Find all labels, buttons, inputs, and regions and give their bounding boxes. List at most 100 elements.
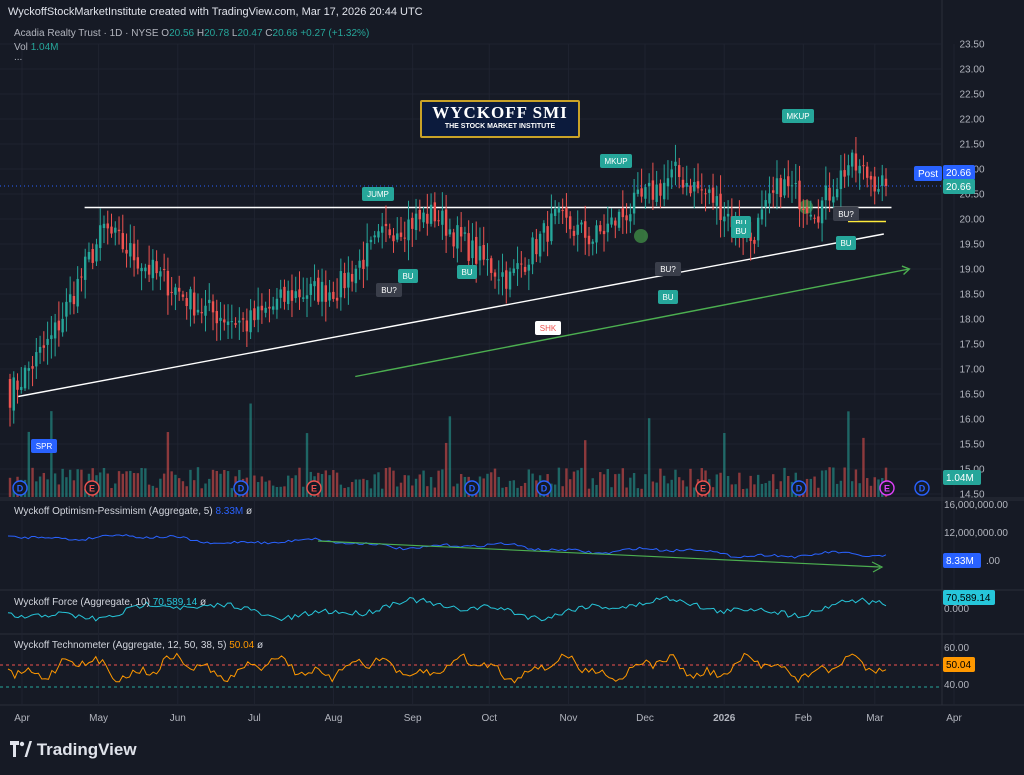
candle-body xyxy=(617,211,621,228)
volume-legend[interactable]: Vol 1.04M xyxy=(14,42,58,53)
candle-body xyxy=(42,345,46,348)
candle-body xyxy=(866,166,869,178)
op-badge-bg xyxy=(943,553,981,568)
highlight-circle xyxy=(799,200,813,214)
price-tick-label: 23.50 xyxy=(959,40,984,51)
candle-body xyxy=(396,233,399,240)
candle-body xyxy=(264,307,267,313)
volume-bar xyxy=(621,468,625,497)
optimism-pessimism-legend[interactable]: Wyckoff Optimism-Pessimism (Aggregate, 5… xyxy=(14,506,252,517)
volume-bar xyxy=(629,477,632,497)
candle-body xyxy=(230,321,234,323)
candle-body xyxy=(294,291,297,299)
candle-body xyxy=(854,153,858,171)
candle-body xyxy=(83,256,87,280)
wyckoff-logo: WYCKOFF SMI THE STOCK MARKET INSTITUTE xyxy=(420,100,580,138)
candle-body xyxy=(858,165,861,174)
price-tick-label: 20.50 xyxy=(959,190,984,201)
volume-bar xyxy=(644,474,647,497)
volume-bar xyxy=(835,483,839,497)
candle-body xyxy=(523,266,527,272)
candle-body xyxy=(505,270,508,289)
op-axis-tail: .00 xyxy=(986,556,1000,567)
volume-bar xyxy=(610,487,613,497)
candle-body xyxy=(508,271,512,290)
highlight-circle xyxy=(634,229,648,243)
candle-body xyxy=(61,318,64,333)
volume-bar xyxy=(659,468,662,497)
volume-bar xyxy=(602,474,606,497)
candle-body xyxy=(253,308,256,321)
candle-body xyxy=(670,169,673,178)
event-marker-label: E xyxy=(884,484,890,494)
candle-body xyxy=(659,183,662,196)
candle-body xyxy=(493,272,497,277)
candle-body xyxy=(760,209,764,220)
event-marker-E xyxy=(695,480,711,496)
force-legend[interactable]: Wyckoff Force (Aggregate, 10) 70,589.14 … xyxy=(14,597,206,608)
trendline-support xyxy=(18,233,884,398)
candles xyxy=(8,136,888,427)
candle-body xyxy=(31,366,34,369)
legend-more-button[interactable]: ... xyxy=(14,52,23,63)
volume-bar xyxy=(441,469,444,497)
candle-body xyxy=(587,235,591,245)
volume-bar xyxy=(347,487,350,497)
wyckoff-label-bg xyxy=(782,109,814,123)
wyckoff-label: SHK xyxy=(540,324,557,333)
candle-body xyxy=(177,287,181,292)
volume-bar xyxy=(106,473,109,497)
pane-value: 8.33M xyxy=(215,506,244,517)
candle-body xyxy=(234,323,237,325)
volume-bar xyxy=(162,473,166,497)
volume-bar xyxy=(584,440,587,497)
technometer-legend[interactable]: Wyckoff Technometer (Aggregate, 12, 50, … xyxy=(14,640,263,651)
volume-bar xyxy=(497,476,500,497)
candle-body xyxy=(200,312,203,314)
time-tick-label: 2026 xyxy=(713,713,736,724)
time-tick-label: Apr xyxy=(946,713,962,724)
candle-body xyxy=(696,181,700,189)
volume-bar xyxy=(858,483,861,497)
volume-bar xyxy=(181,481,185,497)
candle-body xyxy=(553,209,557,216)
pane-title: Wyckoff Optimism-Pessimism (Aggregate, 5… xyxy=(14,506,213,517)
candle-body xyxy=(877,189,880,192)
candle-body xyxy=(313,281,316,287)
volume-bar xyxy=(523,482,527,497)
volume-bar xyxy=(734,484,737,497)
force-badge-bg xyxy=(943,590,995,605)
candle-body xyxy=(636,189,640,194)
volume-bar xyxy=(271,485,275,497)
time-tick-label: Jun xyxy=(170,713,186,724)
volume-bar xyxy=(50,411,53,497)
optimism-pessimism-line xyxy=(7,534,887,559)
volume-bar xyxy=(335,472,339,497)
candle-body xyxy=(482,245,485,260)
price-tick-label: 16.00 xyxy=(959,415,984,426)
candle-body xyxy=(843,170,846,177)
volume-label: Vol xyxy=(14,42,28,53)
footer-brand: TradingView xyxy=(36,740,137,759)
candle-body xyxy=(76,278,79,307)
technometer-line xyxy=(7,652,887,684)
candle-body xyxy=(516,263,519,270)
volume-bar xyxy=(230,488,234,497)
candle-body xyxy=(211,301,215,313)
candle-body xyxy=(328,292,331,301)
volume-bar xyxy=(666,483,670,497)
candle-body xyxy=(114,227,117,233)
volume-bar xyxy=(576,470,579,497)
volume-bar xyxy=(166,432,170,497)
pane-suffix: ø xyxy=(257,640,264,651)
candle-body xyxy=(711,187,715,203)
candle-body xyxy=(388,229,391,236)
volume-bar xyxy=(388,467,391,497)
volume-bar xyxy=(72,480,76,497)
candle-body xyxy=(117,229,121,232)
post-label: Post xyxy=(918,169,938,180)
volume-bar xyxy=(866,478,869,497)
candle-body xyxy=(805,207,809,214)
candle-body xyxy=(208,299,211,304)
symbol-legend[interactable]: Acadia Realty Trust · 1D · NYSE O20.56 H… xyxy=(14,28,370,39)
